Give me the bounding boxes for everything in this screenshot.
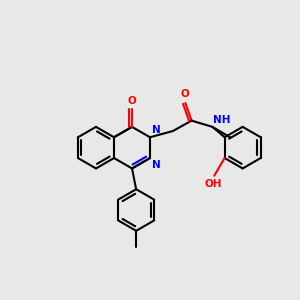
Text: N: N (152, 125, 160, 135)
Text: N: N (152, 160, 160, 170)
Text: OH: OH (205, 179, 222, 189)
Text: O: O (128, 96, 136, 106)
Text: O: O (180, 89, 189, 99)
Text: NH: NH (213, 115, 231, 124)
